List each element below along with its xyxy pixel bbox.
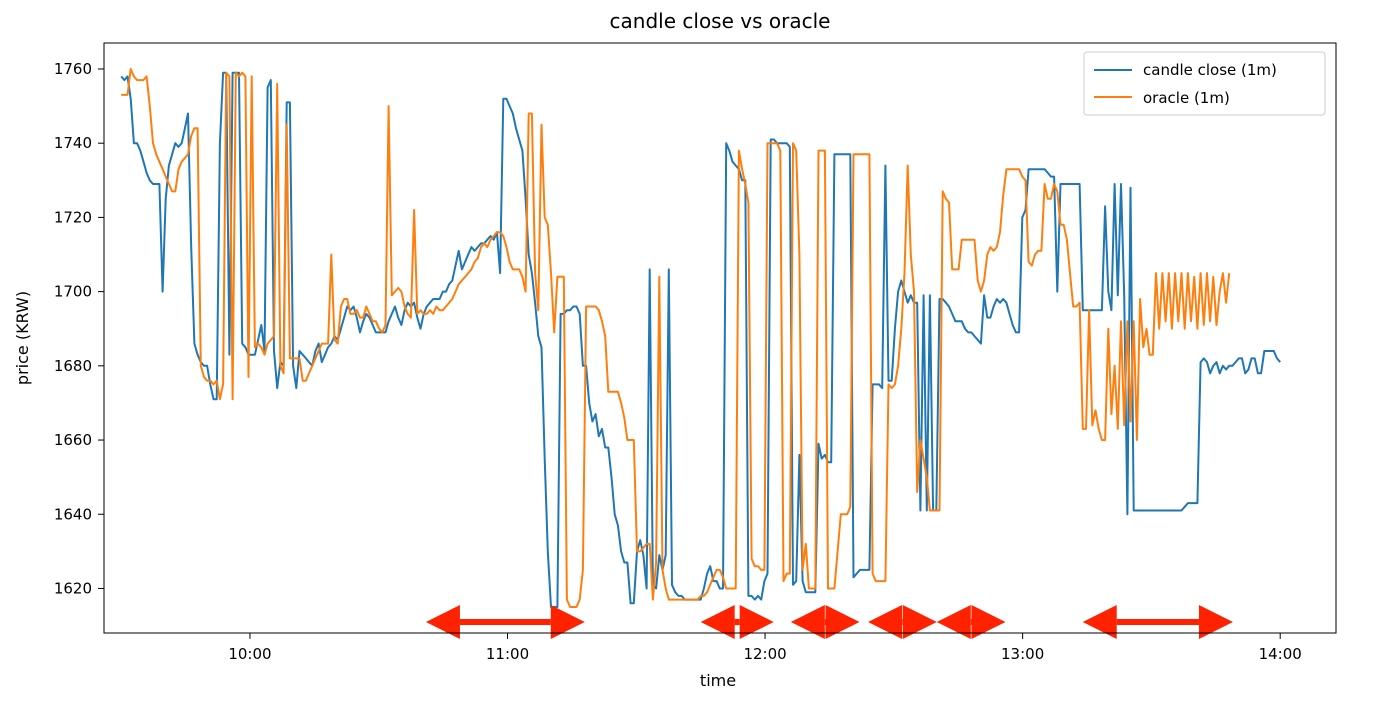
x-tick-label: 10:00 xyxy=(228,645,271,663)
y-tick-label: 1620 xyxy=(54,579,92,597)
series-line-oracle xyxy=(121,68,1231,608)
x-tick-label: 14:00 xyxy=(1259,645,1302,663)
double-arrow-5 xyxy=(936,605,1006,639)
x-tick-label: 13:00 xyxy=(1001,645,1044,663)
y-tick-label: 1640 xyxy=(54,505,92,523)
legend-box xyxy=(1083,51,1326,116)
x-axis-label: time xyxy=(700,671,736,690)
x-tick-label: 11:00 xyxy=(486,645,529,663)
series-layer xyxy=(120,68,1281,608)
y-tick-label: 1760 xyxy=(54,60,92,78)
chart-title: candle close vs oracle xyxy=(610,9,831,33)
y-tick-label: 1720 xyxy=(54,208,92,226)
x-tick-label: 12:00 xyxy=(743,645,786,663)
plot-frame xyxy=(103,42,1337,634)
double-arrow-2 xyxy=(700,605,774,639)
annotation-arrows xyxy=(425,605,1233,639)
y-tick-label: 1740 xyxy=(54,134,92,152)
ticks-layer: 10:00 11:00 12:00 13:00 14:00 1620 1640 1660 168… xyxy=(54,60,1302,663)
legend-label-oracle: oracle (1m) xyxy=(1143,89,1230,107)
double-arrow-6 xyxy=(1082,605,1233,639)
y-tick-label: 1660 xyxy=(54,431,92,449)
legend: candle close (1m) oracle (1m) xyxy=(1083,51,1326,116)
double-arrow-4 xyxy=(868,605,937,639)
y-tick-label: 1700 xyxy=(54,283,92,301)
y-axis-label: price (KRW) xyxy=(13,291,32,385)
double-arrow-1 xyxy=(425,605,585,639)
y-tick-label: 1680 xyxy=(54,357,92,375)
legend-label-candle-close: candle close (1m) xyxy=(1143,61,1277,79)
double-arrow-3 xyxy=(790,605,860,639)
series-line-candle-close xyxy=(120,71,1281,608)
